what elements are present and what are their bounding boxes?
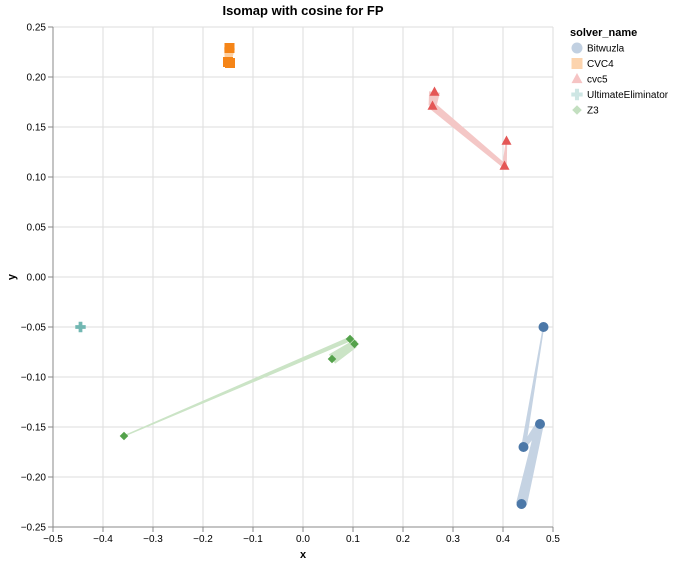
trails: [123, 47, 545, 506]
legend-symbol: [571, 42, 583, 54]
legend-symbol: [571, 58, 583, 69]
x-tick-label: 0.3: [446, 534, 460, 545]
x-tick-label: −0.4: [93, 534, 113, 545]
x-tick-label: −0.2: [193, 534, 213, 545]
x-tick-label: 0.2: [396, 534, 410, 545]
data-point: [350, 339, 359, 349]
y-tick-label: 0.20: [27, 73, 47, 84]
data-point: [518, 442, 529, 452]
trail-segment: [430, 103, 506, 168]
y-tick-label: 0.15: [27, 123, 47, 134]
x-tick-label: 0.4: [496, 534, 510, 545]
legend-label: Z3: [587, 106, 599, 117]
x-tick-label: 0.5: [546, 534, 560, 545]
data-point: [499, 160, 510, 170]
legend-label: CVC4: [587, 59, 614, 70]
trail-segment: [502, 140, 508, 167]
data-point: [427, 100, 438, 110]
data-point: [327, 354, 337, 364]
data-point: [429, 86, 440, 96]
x-tick-label: −0.1: [243, 534, 263, 545]
legend-symbol: [572, 105, 582, 115]
x-tick-label: 0.0: [296, 534, 310, 545]
legend-title: solver_name: [570, 27, 637, 39]
grid: [52, 26, 554, 528]
y-axis-title: y: [6, 273, 18, 280]
trail-segment: [328, 340, 357, 364]
data-point: [119, 431, 129, 441]
trail-segment: [521, 326, 545, 448]
data-point: [345, 334, 355, 344]
data-point: [516, 499, 527, 509]
y-tick-label: −0.20: [21, 473, 47, 484]
y-tick-label: −0.25: [21, 523, 47, 534]
legend-label: UltimateEliminator: [587, 90, 669, 101]
data-point: [225, 58, 235, 68]
legend-label: cvc5: [587, 75, 608, 86]
data-point: [224, 43, 235, 53]
x-axis-title: x: [300, 549, 307, 561]
chart-title: Isomap with cosine for FP: [222, 3, 383, 18]
legend-symbol: [571, 72, 583, 84]
data-point: [535, 419, 545, 429]
y-tick-label: −0.05: [21, 323, 47, 334]
y-tick-label: 0.10: [27, 173, 47, 184]
data-point: [501, 135, 512, 145]
y-tick-label: 0.25: [27, 23, 47, 34]
x-tick-label: 0.1: [346, 534, 360, 545]
legend: solver_name Bitwuzla CVC4 cvc5 UltimateElim…: [570, 27, 669, 117]
points: [75, 43, 549, 509]
y-tick-label: 0.00: [27, 273, 47, 284]
legend-symbol: [571, 88, 583, 101]
trail-segment: [516, 423, 544, 506]
y-tick-label: −0.10: [21, 373, 47, 384]
legend-label: Bitwuzla: [587, 44, 625, 55]
data-point: [75, 321, 86, 333]
axes: −0.5 −0.4 −0.3 −0.2 −0.1 0.0 0.1 0.2 0.3 0.4 0.5 0.…: [21, 23, 561, 546]
x-tick-label: −0.3: [143, 534, 163, 545]
data-point: [538, 322, 549, 332]
y-tick-label: −0.15: [21, 423, 47, 434]
x-tick-label: −0.5: [43, 534, 63, 545]
trail-segment: [123, 336, 351, 437]
y-tick-label: 0.05: [27, 223, 47, 234]
